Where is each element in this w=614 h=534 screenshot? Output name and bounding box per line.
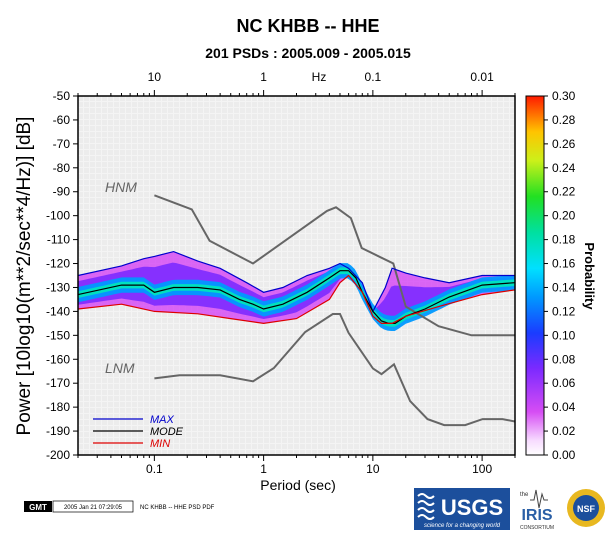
iris-consortium: CONSORTIUM — [520, 525, 554, 531]
colorbar-tick-label: 0.00 — [552, 448, 576, 462]
y-tick-label: -100 — [46, 209, 70, 223]
top-tick-label: 10 — [148, 70, 162, 84]
chart-subtitle: 201 PSDs : 2005.009 - 2005.015 — [205, 45, 411, 61]
iris-logo: the IRIS CONSORTIUM — [520, 489, 554, 531]
colorbar-tick-label: 0.08 — [552, 352, 576, 366]
y-tick-label: -110 — [47, 233, 70, 247]
top-frequency-axis: 10 1 0.1 0.01 — [148, 70, 494, 84]
usgs-wave-icon — [417, 493, 435, 520]
colorbar-tick-label: 0.06 — [552, 376, 576, 390]
nsf-seal-inner — [573, 495, 599, 521]
legend-max-label: MAX — [150, 414, 175, 426]
colorbar-label: Probability — [582, 242, 597, 310]
y-tick-label: -130 — [46, 280, 70, 294]
colorbar-tick-label: 0.18 — [552, 233, 576, 247]
y-tick-label: -180 — [46, 400, 70, 414]
x-tick-label: 0.1 — [146, 462, 163, 476]
colorbar — [525, 95, 545, 456]
y-tick-label: -90 — [53, 185, 71, 199]
y-tick-label: -190 — [46, 424, 70, 438]
usgs-logo-background — [414, 488, 510, 530]
usgs-text: USGS — [441, 495, 503, 520]
x-tick-label: 10 — [366, 462, 380, 476]
hnm-label: HNM — [105, 179, 137, 195]
y-tick-label: -170 — [46, 376, 70, 390]
seismogram-icon — [530, 489, 548, 509]
x-tick-label: 1 — [260, 462, 267, 476]
top-tick-label: 0.01 — [470, 70, 494, 84]
y-tick-label: -50 — [53, 89, 71, 103]
top-tick-label: 0.1 — [365, 70, 382, 84]
colorbar-tick-label: 0.12 — [552, 304, 576, 318]
colorbar-tick-label: 0.30 — [552, 89, 576, 103]
y-tick-label: -150 — [46, 328, 70, 342]
series-lines — [78, 194, 515, 427]
y-axis: -50 -60 -70 -80 -90 -100 -110 -120 -130 -140 -150 -… — [46, 89, 78, 462]
top-axis-label: Hz — [312, 70, 327, 84]
chart-title: NC KHBB -- HHE — [237, 16, 380, 36]
timestamp: 2005 Jan 21 07:29:05 — [64, 505, 123, 511]
colorbar-tick-label: 0.28 — [552, 113, 576, 127]
legend: MAX MODE MIN — [93, 414, 184, 450]
top-tick-label: 1 — [260, 70, 267, 84]
colorbar-tick-label: 0.24 — [552, 161, 576, 175]
gmt-tag: GMT — [29, 503, 47, 512]
series-line-lnm — [154, 313, 515, 427]
colorbar-tick-label: 0.22 — [552, 185, 576, 199]
gmt-badge — [24, 501, 52, 512]
colorbar-tick-label: 0.14 — [552, 280, 576, 294]
x-axis: 0.1 1 10 100 — [77, 90, 516, 476]
y-axis-label: Power [10log10(m**2/sec**4/Hz)] [dB] — [14, 117, 35, 436]
colorbar-ticks: 0.00 0.02 0.04 0.06 0.08 0.10 0.12 0.14 0.16 0.18… — [544, 89, 576, 462]
lnm-label: LNM — [105, 360, 135, 376]
x-tick-label: 100 — [472, 462, 492, 476]
timestamp-box — [52, 500, 134, 513]
colorbar-tick-label: 0.16 — [552, 257, 576, 271]
usgs-logo: USGS science for a changing world — [414, 488, 510, 530]
legend-mode-label: MODE — [150, 426, 184, 438]
series-line-max — [78, 250, 515, 313]
colorbar-tick-label: 0.04 — [552, 400, 576, 414]
y-tick-label: -70 — [53, 137, 71, 151]
y-tick-label: -160 — [46, 352, 70, 366]
colorbar-tick-label: 0.10 — [552, 328, 576, 342]
legend-min-label: MIN — [150, 438, 170, 450]
usgs-tagline: science for a changing world — [424, 523, 501, 529]
colorbar-tick-label: 0.26 — [552, 137, 576, 151]
y-tick-label: -60 — [53, 113, 71, 127]
iris-text: IRIS — [521, 507, 552, 524]
y-tick-label: -140 — [46, 304, 70, 318]
y-tick-label: -80 — [53, 161, 71, 175]
series-line-hnm — [154, 194, 515, 337]
y-tick-label: -200 — [46, 448, 70, 462]
iris-the: the — [520, 492, 529, 498]
colorbar-tick-label: 0.02 — [552, 424, 576, 438]
footer-caption: NC KHBB -- HHE PSD PDF — [140, 505, 215, 511]
nsf-logo: NSF — [567, 489, 605, 527]
nsf-text: NSF — [577, 504, 596, 514]
colorbar-tick-label: 0.20 — [552, 209, 576, 223]
y-tick-label: -120 — [46, 257, 70, 271]
series-line-min — [78, 274, 515, 325]
x-axis-label: Period (sec) — [260, 477, 335, 493]
